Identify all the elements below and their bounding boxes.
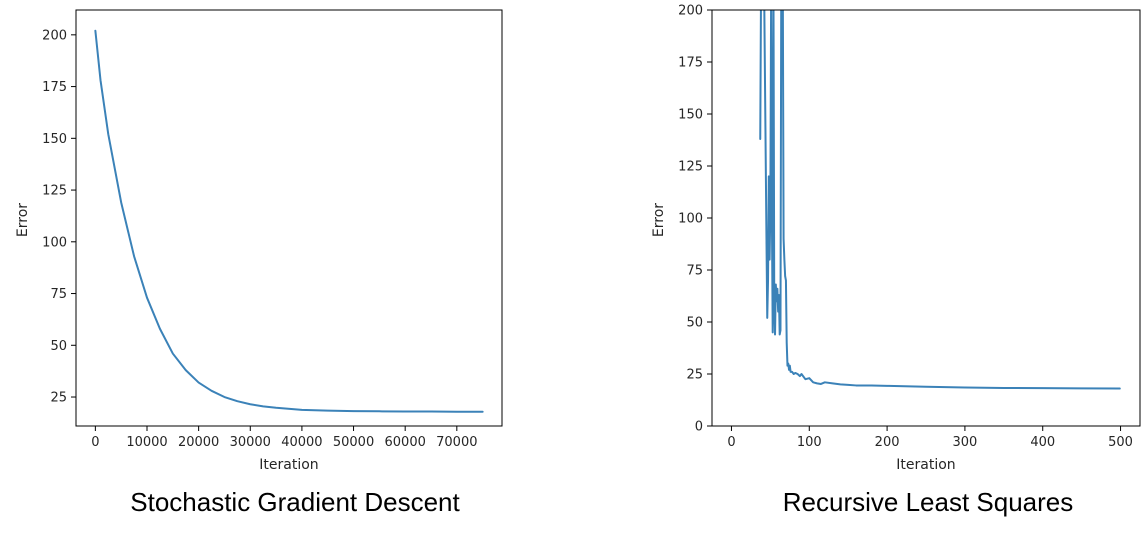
rls-x-ticks: 0 100 200 300 400 500	[727, 426, 1133, 450]
sgd-y-tick-label: 50	[50, 339, 67, 354]
sgd-x-tick-label: 40000	[281, 435, 322, 450]
sgd-x-tick-label: 0	[91, 435, 99, 450]
sgd-y-tick-label: 75	[50, 287, 67, 302]
rls-y-axis-label: Error	[651, 203, 667, 237]
rls-chart: 0 100 200 300 400 500 0255075100125150175200 …	[651, 4, 1141, 517]
sgd-y-ticks: 25 50 75 100 125 150 175 200	[42, 28, 76, 406]
rls-x-tick-label: 200	[875, 435, 900, 450]
rls-y-tick-label: 150	[678, 108, 703, 123]
sgd-y-axis-label: Error	[15, 203, 31, 237]
rls-x-tick-label: 100	[797, 435, 822, 450]
sgd-x-tick-label: 20000	[178, 435, 219, 450]
sgd-x-axis-label: Iteration	[259, 457, 318, 473]
rls-caption: Recursive Least Squares	[783, 487, 1073, 517]
rls-x-tick-label: 500	[1108, 435, 1133, 450]
sgd-plot-frame	[75, 9, 503, 427]
sgd-x-tick-label: 50000	[333, 435, 374, 450]
sgd-y-tick-label: 25	[50, 391, 67, 406]
sgd-series-line-0	[94, 29, 484, 413]
rls-y-tick-label: 50	[686, 316, 703, 331]
sgd-x-tick-label: 30000	[230, 435, 271, 450]
sgd-y-tick-label: 200	[42, 28, 67, 43]
rls-x-axis-label: Iteration	[896, 457, 955, 473]
sgd-caption: Stochastic Gradient Descent	[130, 487, 460, 517]
sgd-chart: 0 10000 20000 30000 40000 50000 60000 70000 25 5…	[15, 9, 503, 517]
rls-y-tick-label: 25	[686, 368, 703, 383]
rls-y-ticks: 0 25 50 75 100 125 150 175 200	[678, 4, 712, 435]
rls-y-tick-label: 75	[686, 264, 703, 279]
rls-series-layer	[759, 10, 1121, 390]
rls-y-tick-label: 100	[678, 212, 703, 227]
sgd-series-layer	[94, 29, 484, 413]
sgd-y-tick-label: 175	[42, 80, 67, 95]
rls-x-tick-label: 0	[727, 435, 735, 450]
sgd-x-tick-label: 70000	[436, 435, 477, 450]
sgd-y-tick-label: 150	[42, 132, 67, 147]
rls-y-tick-label: 200	[678, 4, 703, 19]
rls-y-tick-label: 175	[678, 56, 703, 71]
sgd-y-tick-label: 100	[42, 235, 67, 250]
rls-x-tick-label: 300	[952, 435, 977, 450]
sgd-x-tick-label: 10000	[126, 435, 167, 450]
rls-y-tick-label: 125	[678, 160, 703, 175]
rls-series-line-0	[759, 10, 1121, 390]
sgd-x-ticks: 0 10000 20000 30000 40000 50000 60000 70000	[91, 426, 477, 450]
sgd-y-tick-label: 125	[42, 184, 67, 199]
rls-y-tick-label: 0	[695, 420, 703, 435]
sgd-x-tick-label: 60000	[385, 435, 426, 450]
rls-x-tick-label: 400	[1030, 435, 1055, 450]
rls-plot-frame	[711, 9, 1141, 427]
